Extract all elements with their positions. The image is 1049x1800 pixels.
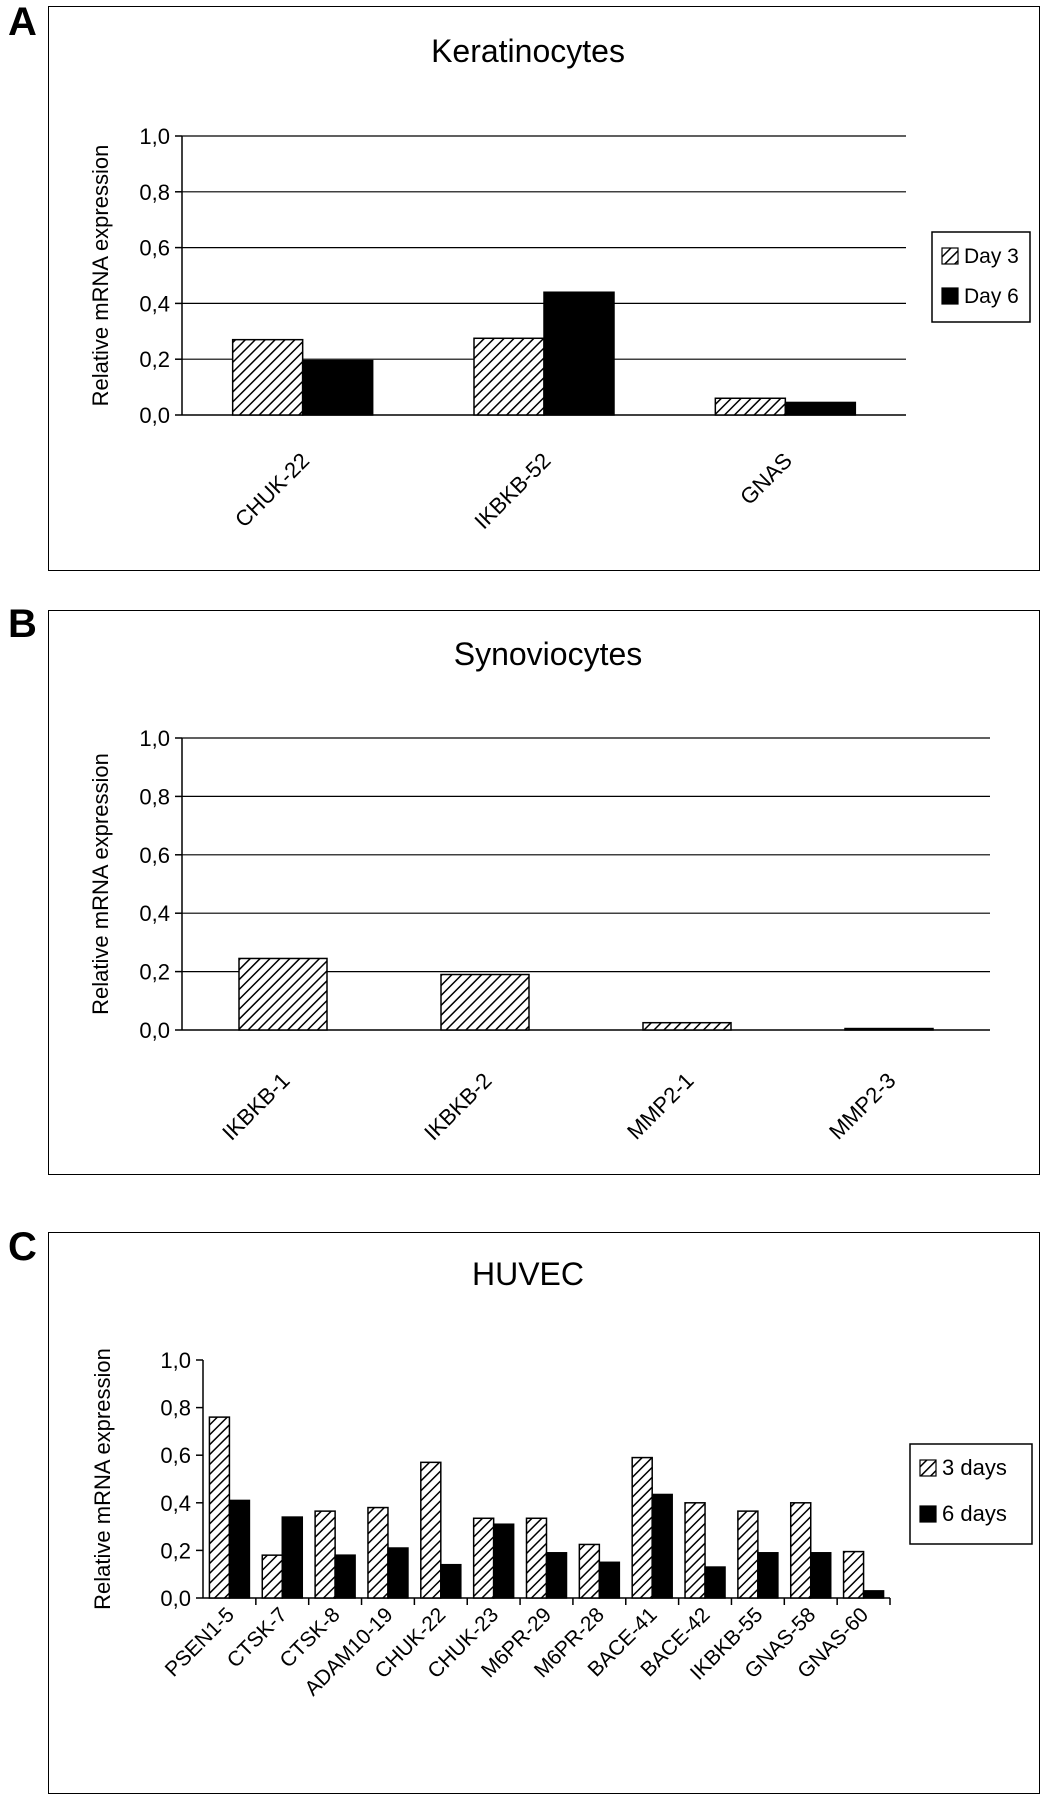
bar-gnas-day-6 [784, 401, 857, 416]
bar-bace-42-3-days [684, 1502, 706, 1599]
panel-letter-c: C [8, 1225, 37, 1269]
panel-letter-b: B [8, 602, 37, 646]
bar-psen1-5-6-days [228, 1499, 251, 1599]
chart-huvec: HUVEC Relative mRNA expression 0,0 0,2 0,4 0,… [90, 1256, 1033, 1700]
bar-ikbkb-55-3-days [737, 1510, 759, 1599]
legend-label: 3 days [942, 1455, 1007, 1480]
legend-swatch [919, 1505, 937, 1523]
bar-bace-41-6-days [651, 1493, 673, 1599]
y-tick-label: 1,0 [160, 1348, 191, 1373]
bar-gnas-60-3-days [842, 1550, 865, 1599]
bar-ikbkb-1-series-0 [238, 957, 328, 1031]
legend-label: 6 days [942, 1501, 1007, 1526]
y-tick-label: 0,0 [139, 1018, 170, 1043]
bar-adam10-19-3-days [367, 1506, 389, 1599]
bar-chuk-23-6-days [492, 1523, 515, 1599]
panel-frame-huvec [48, 1232, 1040, 1794]
y-axis-label: Relative mRNA expression [90, 1348, 115, 1610]
y-tick-label: 0,2 [139, 347, 170, 372]
y-tick-label: 0,6 [139, 236, 170, 261]
bar-ctsk-8-6-days [334, 1554, 356, 1599]
x-tick-label: GNAS [735, 448, 797, 510]
panel-letter-a: A [8, 0, 37, 44]
chart-title: Synoviocytes [454, 636, 643, 672]
bar-m6pr-28-6-days [598, 1561, 621, 1599]
bar-m6pr-29-3-days [525, 1517, 548, 1599]
bar-chuk-22-day-6 [301, 359, 374, 416]
y-tick-label: 0,2 [139, 960, 170, 985]
chart-title: HUVEC [472, 1256, 584, 1292]
bar-bace-41-3-days [631, 1456, 653, 1599]
bar-chuk-22-6-days [440, 1563, 462, 1599]
x-tick-label: IKBKB-2 [419, 1068, 496, 1145]
legend-box [931, 231, 1031, 323]
y-tick-label: 0,6 [160, 1443, 191, 1468]
x-tick-label: MMP2-1 [622, 1068, 698, 1144]
bar-ctsk-7-6-days [281, 1516, 304, 1599]
x-tick-label: PSEN1-5 [161, 1603, 239, 1681]
y-tick-label: 0,8 [139, 784, 170, 809]
bar-mmp2-1-series-0 [642, 1021, 732, 1031]
bar-gnas-day-3 [714, 397, 787, 416]
bar-gnas-58-3-days [789, 1502, 812, 1599]
y-tick-label: 0,8 [139, 180, 170, 205]
bar-chuk-23-3-days [472, 1517, 495, 1599]
bar-adam10-19-6-days [387, 1547, 409, 1599]
legend-swatch [941, 287, 959, 305]
bar-ctsk-7-3-days [261, 1554, 284, 1599]
bar-ikbkb-52-day-3 [473, 337, 545, 416]
y-tick-label: 0,6 [139, 843, 170, 868]
legend-swatch [941, 247, 959, 265]
x-tick-label: IKBKB-1 [217, 1068, 294, 1145]
bar-ctsk-8-3-days [314, 1510, 336, 1599]
legend-swatch [919, 1459, 937, 1477]
bar-ikbkb-55-6-days [757, 1552, 779, 1599]
bar-m6pr-28-3-days [578, 1543, 601, 1599]
bar-chuk-22-3-days [420, 1461, 442, 1599]
bar-bace-42-6-days [704, 1566, 726, 1599]
bar-m6pr-29-6-days [545, 1552, 568, 1599]
y-axis-label: Relative mRNA expression [88, 145, 113, 407]
panel-frame-keratinocytes [48, 6, 1040, 571]
y-tick-label: 0,8 [160, 1396, 191, 1421]
x-tick-label: CHUK-22 [230, 448, 314, 532]
y-axis-label: Relative mRNA expression [88, 753, 113, 1015]
y-tick-label: 0,2 [160, 1538, 191, 1563]
x-tick-label: MMP2-3 [824, 1068, 900, 1144]
y-tick-label: 0,4 [139, 291, 170, 316]
bar-mmp2-3-series-0 [844, 1027, 934, 1031]
y-tick-label: 0,0 [160, 1586, 191, 1611]
bar-gnas-60-6-days [862, 1590, 885, 1599]
y-tick-label: 0,4 [160, 1491, 191, 1516]
y-tick-label: 0,0 [139, 403, 170, 428]
y-tick-label: 1,0 [139, 124, 170, 149]
bar-gnas-58-6-days [809, 1552, 832, 1599]
bar-ikbkb-2-series-0 [440, 973, 530, 1031]
chart-title: Keratinocytes [431, 33, 625, 69]
bar-psen1-5-3-days [208, 1416, 231, 1599]
x-tick-label: IKBKB-52 [470, 448, 556, 534]
y-tick-label: 0,4 [139, 901, 170, 926]
bar-ikbkb-52-day-6 [543, 291, 615, 416]
chart-synoviocytes: Synoviocytes Relative mRNA expression 0,0 0… [88, 636, 990, 1145]
panel-frame-synoviocytes [48, 610, 1040, 1175]
legend-label: Day 3 [964, 245, 1019, 268]
y-tick-label: 1,0 [139, 726, 170, 751]
chart-keratinocytes: Keratinocytes Relative mRNA expression 0,0… [88, 33, 1031, 534]
legend-label: Day 6 [964, 285, 1019, 308]
bar-chuk-22-day-3 [231, 338, 304, 416]
